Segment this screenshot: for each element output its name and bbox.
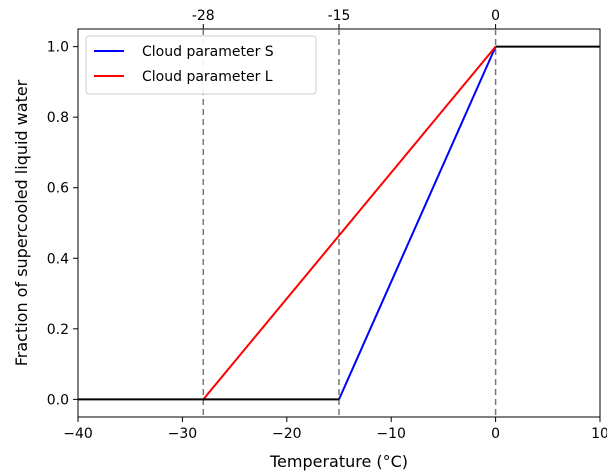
legend: Cloud parameter S Cloud parameter L [85, 35, 317, 95]
top-axis-ticks: -28 -15 0 [192, 8, 500, 29]
x-tick-label: 10 [591, 426, 607, 442]
y-tick-label: 0.8 [47, 110, 69, 126]
y-tick-label: 0.0 [47, 392, 69, 408]
x-tick-label: −10 [376, 426, 406, 442]
top-tick-label: 0 [491, 8, 500, 24]
legend-label-l: Cloud parameter L [142, 69, 273, 85]
x-tick-label: 0 [491, 426, 500, 442]
x-tick-label: −20 [272, 426, 302, 442]
top-tick-label: -28 [192, 8, 215, 24]
y-tick-label: 0.6 [47, 181, 69, 197]
y-tick-label: 0.2 [47, 322, 69, 338]
y-axis-ticks: 0.0 0.2 0.4 0.6 0.8 1.0 [47, 40, 78, 408]
x-axis-ticks: −40 −30 −20 −10 0 10 [63, 417, 607, 442]
y-tick-label: 1.0 [47, 40, 69, 56]
series-group [78, 45, 600, 401]
series-line-0 [338, 46, 497, 400]
y-tick-label: 0.4 [47, 251, 69, 267]
top-tick-label: -15 [328, 8, 351, 24]
x-axis-label: Temperature (°C) [269, 452, 408, 471]
legend-box [85, 35, 317, 95]
y-axis-label: Fraction of supercooled liquid water [12, 79, 31, 366]
x-tick-label: −40 [63, 426, 93, 442]
series-line-1 [202, 45, 497, 401]
x-tick-label: −30 [168, 426, 198, 442]
legend-label-s: Cloud parameter S [142, 44, 274, 60]
